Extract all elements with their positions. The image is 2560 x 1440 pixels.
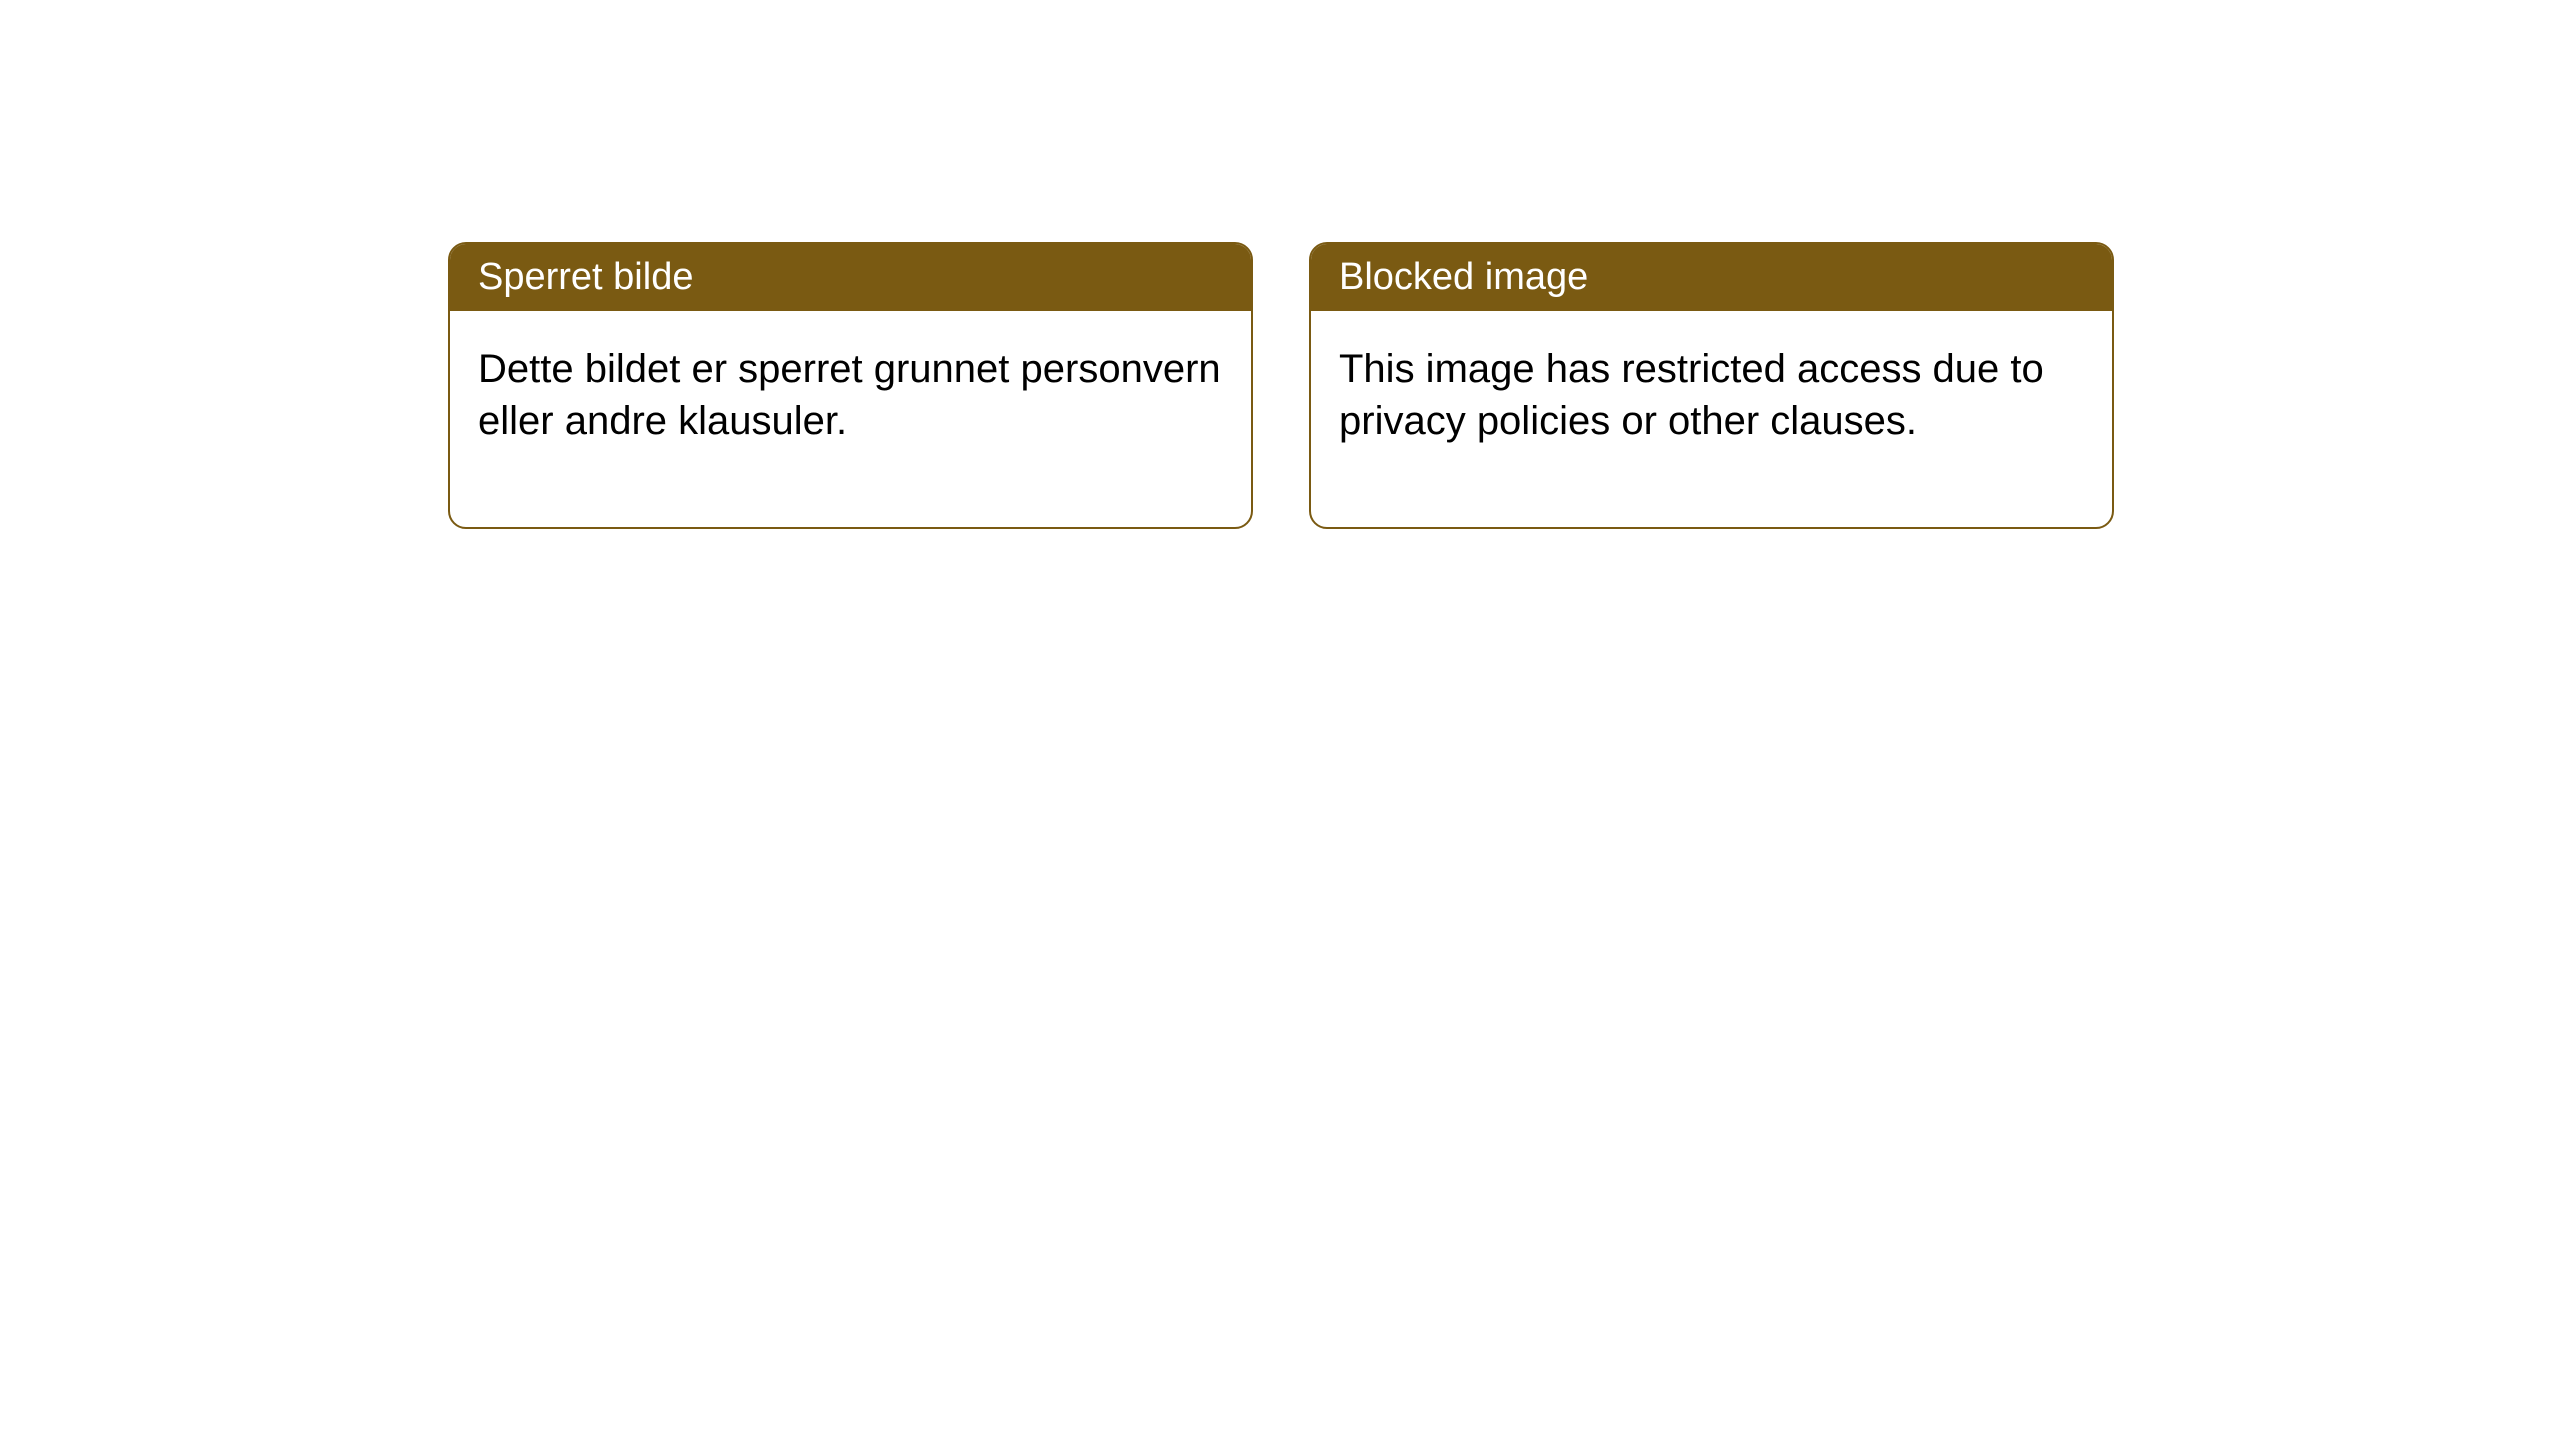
notice-container: Sperret bilde Dette bildet er sperret gr… bbox=[448, 242, 2114, 529]
card-body: Dette bildet er sperret grunnet personve… bbox=[450, 311, 1251, 527]
card-header: Blocked image bbox=[1311, 244, 2112, 311]
card-title: Sperret bilde bbox=[478, 256, 693, 298]
card-body-text: Dette bildet er sperret grunnet personve… bbox=[478, 347, 1221, 443]
card-body: This image has restricted access due to … bbox=[1311, 311, 2112, 527]
blocked-image-card-no: Sperret bilde Dette bildet er sperret gr… bbox=[448, 242, 1253, 529]
card-title: Blocked image bbox=[1339, 256, 1588, 298]
blocked-image-card-en: Blocked image This image has restricted … bbox=[1309, 242, 2114, 529]
card-header: Sperret bilde bbox=[450, 244, 1251, 311]
card-body-text: This image has restricted access due to … bbox=[1339, 347, 2044, 443]
